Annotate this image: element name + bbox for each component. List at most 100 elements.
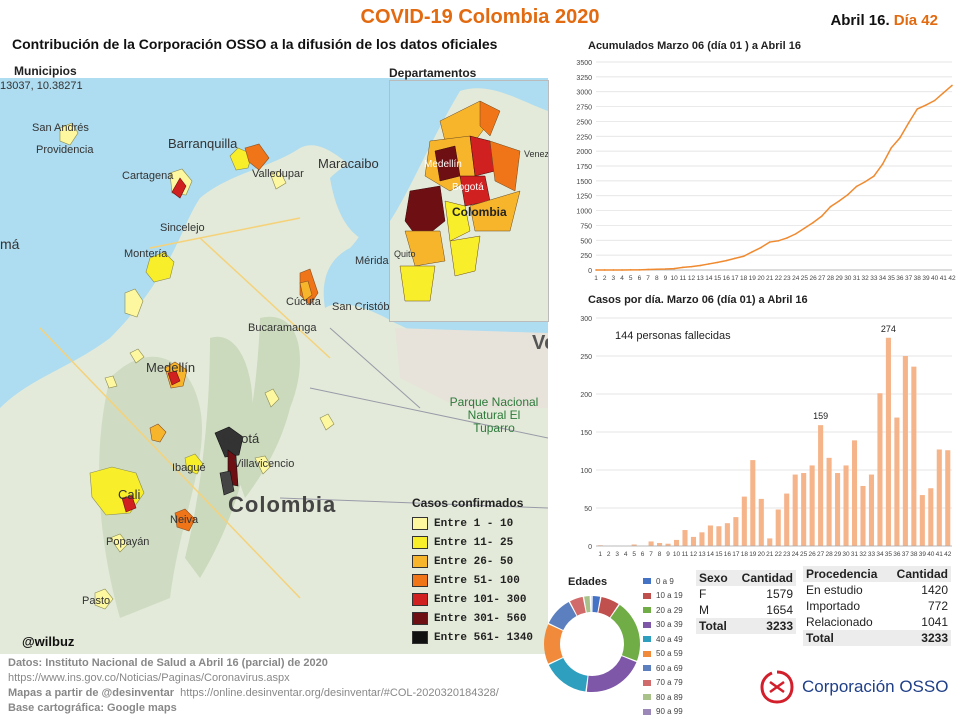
table-header: Procedencia bbox=[803, 566, 888, 582]
x-tick-label: 29 bbox=[834, 551, 842, 558]
x-tick-label: 4 bbox=[620, 275, 624, 282]
pie-slice bbox=[544, 624, 563, 664]
place-label: Bucaramanga bbox=[248, 322, 317, 334]
x-tick-label: 5 bbox=[632, 551, 636, 558]
place-label: Montería bbox=[124, 248, 168, 260]
legend-swatch bbox=[412, 536, 428, 549]
table-header-row: Procedencia Cantidad bbox=[803, 566, 951, 582]
departamentos-map[interactable]: Medellín Bogotá Colombia Quito Venez bbox=[389, 80, 549, 322]
x-tick-label: 3 bbox=[615, 551, 619, 558]
data-point bbox=[820, 215, 823, 217]
pie-slice bbox=[586, 656, 637, 692]
data-point bbox=[751, 251, 754, 253]
legend-item: Entre 26- 50 bbox=[412, 552, 544, 571]
y-tick-label: 1500 bbox=[576, 179, 592, 186]
bar bbox=[775, 509, 781, 546]
legend-label: 60 a 69 bbox=[656, 663, 683, 673]
place-label: Medellín bbox=[424, 159, 462, 170]
ages-title: Edades bbox=[568, 576, 608, 588]
y-tick-label: 2500 bbox=[576, 119, 592, 126]
data-point bbox=[777, 240, 780, 242]
place-label: Quito bbox=[394, 249, 416, 259]
table-cell: 772 bbox=[927, 599, 948, 613]
bar bbox=[792, 474, 798, 546]
x-tick-label: 30 bbox=[844, 275, 852, 282]
x-tick-label: 12 bbox=[690, 551, 698, 558]
y-tick-label: 500 bbox=[580, 238, 592, 245]
table-cell: En estudio bbox=[806, 583, 863, 597]
legend-item: 40 a 49 bbox=[643, 632, 683, 647]
bar bbox=[716, 526, 722, 546]
daily-chart-title: Casos por día. Marzo 06 (día 01) a Abril… bbox=[588, 294, 808, 306]
legend-item: Entre 301- 560 bbox=[412, 609, 544, 628]
data-point bbox=[942, 92, 945, 94]
y-tick-label: 2000 bbox=[576, 149, 592, 156]
data-point bbox=[925, 104, 927, 106]
y-tick-label: 50 bbox=[584, 506, 592, 513]
x-tick-label: 38 bbox=[910, 551, 918, 558]
place-label: Providencia bbox=[36, 144, 94, 156]
bar bbox=[690, 536, 697, 546]
table-header: Cantidad bbox=[888, 566, 951, 582]
legend-item: 50 a 59 bbox=[643, 647, 683, 662]
table-cell: Relacionado bbox=[806, 615, 873, 629]
legend-swatch bbox=[643, 621, 651, 628]
legend-item: Entre 1 - 10 bbox=[412, 514, 544, 533]
credits-maps-url[interactable]: https://online.desinventar.org/desinvent… bbox=[180, 687, 499, 699]
legend-swatch bbox=[643, 679, 651, 686]
legend-item: Entre 101- 300 bbox=[412, 590, 544, 609]
x-tick-label: 40 bbox=[931, 275, 939, 282]
data-point bbox=[612, 269, 615, 271]
pie-slice bbox=[610, 604, 640, 661]
legend-label: 70 a 79 bbox=[656, 678, 683, 688]
place-label: Bogotá bbox=[218, 431, 260, 446]
bar bbox=[868, 474, 875, 546]
bar bbox=[733, 517, 739, 546]
place-label: Sincelejo bbox=[160, 222, 205, 234]
data-point bbox=[629, 269, 632, 271]
place-label: Ibagué bbox=[172, 462, 206, 474]
org-name: Corporación OSSO bbox=[802, 677, 949, 696]
x-tick-label: 22 bbox=[775, 551, 783, 558]
data-point bbox=[916, 108, 919, 110]
place-label: Barranquilla bbox=[168, 136, 238, 151]
bar bbox=[885, 337, 891, 546]
data-point bbox=[682, 266, 684, 269]
y-tick-label: 0 bbox=[588, 544, 592, 551]
x-tick-label: 39 bbox=[922, 275, 930, 282]
y-tick-label: 0 bbox=[588, 268, 592, 275]
credits-url[interactable]: https://www.ins.gov.co/Noticias/Paginas/… bbox=[8, 672, 290, 684]
cumulative-chart: 0250500750100012501500175020002250250027… bbox=[576, 60, 956, 282]
data-point bbox=[803, 227, 806, 230]
y-tick-label: 1750 bbox=[576, 164, 592, 171]
legend-label: 90 a 99 bbox=[656, 707, 683, 717]
bar bbox=[851, 440, 858, 546]
x-tick-label: 8 bbox=[658, 551, 662, 558]
table-row: F 1579 bbox=[696, 586, 796, 602]
table-cell: Importado bbox=[806, 599, 861, 613]
lake-maracaibo bbox=[330, 157, 396, 238]
legend-item: 90 a 99 bbox=[643, 705, 683, 720]
x-tick-label: 36 bbox=[896, 275, 904, 282]
municipios-label: Municipios bbox=[14, 64, 77, 78]
data-label: 159 bbox=[813, 411, 828, 421]
data-point bbox=[768, 241, 771, 243]
ages-legend: 0 a 9 10 a 19 20 a 29 30 a 39 40 a 49 50 a 59… bbox=[643, 574, 683, 719]
x-tick-label: 18 bbox=[741, 551, 749, 558]
western-cordillera bbox=[99, 356, 203, 618]
place-label: Cúcuta bbox=[286, 296, 321, 308]
country-label: Colombia bbox=[452, 205, 507, 219]
data-point bbox=[829, 205, 832, 208]
legend-swatch bbox=[412, 574, 428, 587]
data-point bbox=[760, 246, 762, 249]
bar bbox=[919, 495, 925, 546]
x-tick-label: 20 bbox=[757, 275, 765, 282]
y-tick-label: 150 bbox=[580, 430, 592, 437]
legend-swatch bbox=[412, 517, 428, 530]
x-tick-label: 9 bbox=[664, 275, 668, 282]
y-tick-label: 1000 bbox=[576, 209, 592, 216]
x-tick-label: 31 bbox=[851, 551, 859, 558]
legend-label: Entre 51- 100 bbox=[434, 574, 520, 587]
x-tick-label: 35 bbox=[885, 551, 893, 558]
legend-label: 40 a 49 bbox=[656, 634, 683, 644]
